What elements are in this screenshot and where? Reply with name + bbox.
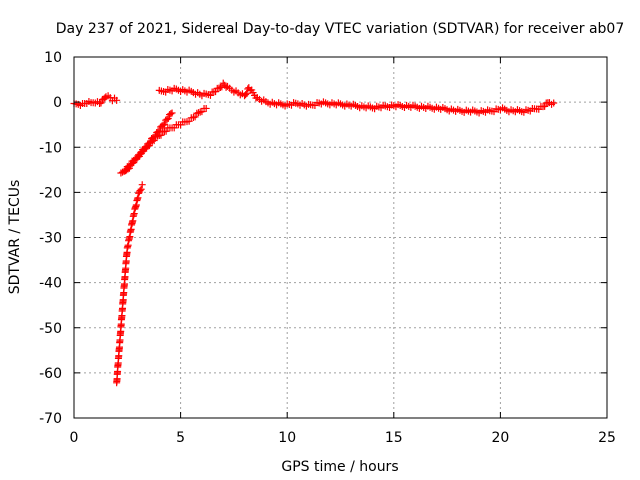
data-points	[70, 79, 558, 387]
data-point	[541, 102, 549, 110]
x-tick-label: 20	[491, 430, 509, 446]
x-tick-label: 0	[70, 430, 79, 446]
data-point	[168, 109, 176, 117]
y-axis-label: SDTVAR / TECUs	[7, 180, 23, 295]
data-point	[157, 131, 165, 139]
chart-title: Day 237 of 2021, Sidereal Day-to-day VTE…	[56, 21, 625, 37]
data-point	[130, 159, 138, 167]
data-point	[550, 99, 558, 107]
data-point	[150, 137, 158, 145]
x-axis-label: GPS time / hours	[281, 459, 398, 475]
y-tick-label: 10	[44, 50, 62, 66]
data-point	[222, 83, 230, 91]
data-point	[167, 110, 175, 118]
series-group	[155, 79, 558, 117]
data-point	[159, 121, 167, 129]
data-point	[97, 99, 105, 107]
y-tick-label: -30	[39, 231, 62, 247]
data-point	[138, 148, 146, 156]
data-point	[206, 91, 214, 99]
data-point	[242, 91, 250, 99]
y-tick-label: -10	[39, 140, 62, 156]
data-point	[202, 104, 210, 112]
x-tick-label: 5	[176, 430, 185, 446]
data-point	[191, 113, 199, 121]
data-point	[144, 142, 152, 150]
y-tick-label: -50	[39, 321, 62, 337]
data-point	[148, 137, 156, 145]
data-point	[162, 127, 170, 135]
data-point	[152, 133, 160, 141]
data-point	[137, 185, 145, 193]
y-tick-label: -70	[39, 411, 62, 427]
data-point	[138, 181, 146, 189]
y-tick-label: -40	[39, 276, 62, 292]
data-point	[140, 147, 148, 155]
y-tick-label: -20	[39, 185, 62, 201]
data-point	[113, 96, 121, 104]
series-group	[113, 181, 146, 387]
data-point	[154, 132, 162, 140]
data-point	[135, 152, 143, 160]
x-tick-label: 15	[385, 430, 403, 446]
series-group	[121, 104, 210, 175]
data-point	[145, 142, 153, 150]
axes: 0 5 10 15 20 25 -70 -60 -50 -40 -30 -20 -10 0 10	[39, 50, 616, 446]
x-tick-label: 10	[278, 430, 296, 446]
data-point	[243, 89, 251, 97]
data-point	[164, 115, 172, 123]
data-point	[124, 165, 132, 173]
data-point	[147, 138, 155, 146]
data-point	[163, 115, 171, 123]
y-tick-label: 0	[53, 95, 62, 111]
series-group	[70, 92, 121, 110]
data-point	[134, 194, 142, 202]
x-tick-label: 25	[598, 430, 616, 446]
data-point	[136, 187, 144, 195]
y-tick-label: -60	[39, 366, 62, 382]
data-point	[117, 169, 125, 177]
data-point	[212, 88, 220, 96]
data-point	[134, 153, 142, 161]
data-point	[125, 164, 133, 172]
data-point	[128, 159, 136, 167]
data-point	[160, 120, 168, 128]
